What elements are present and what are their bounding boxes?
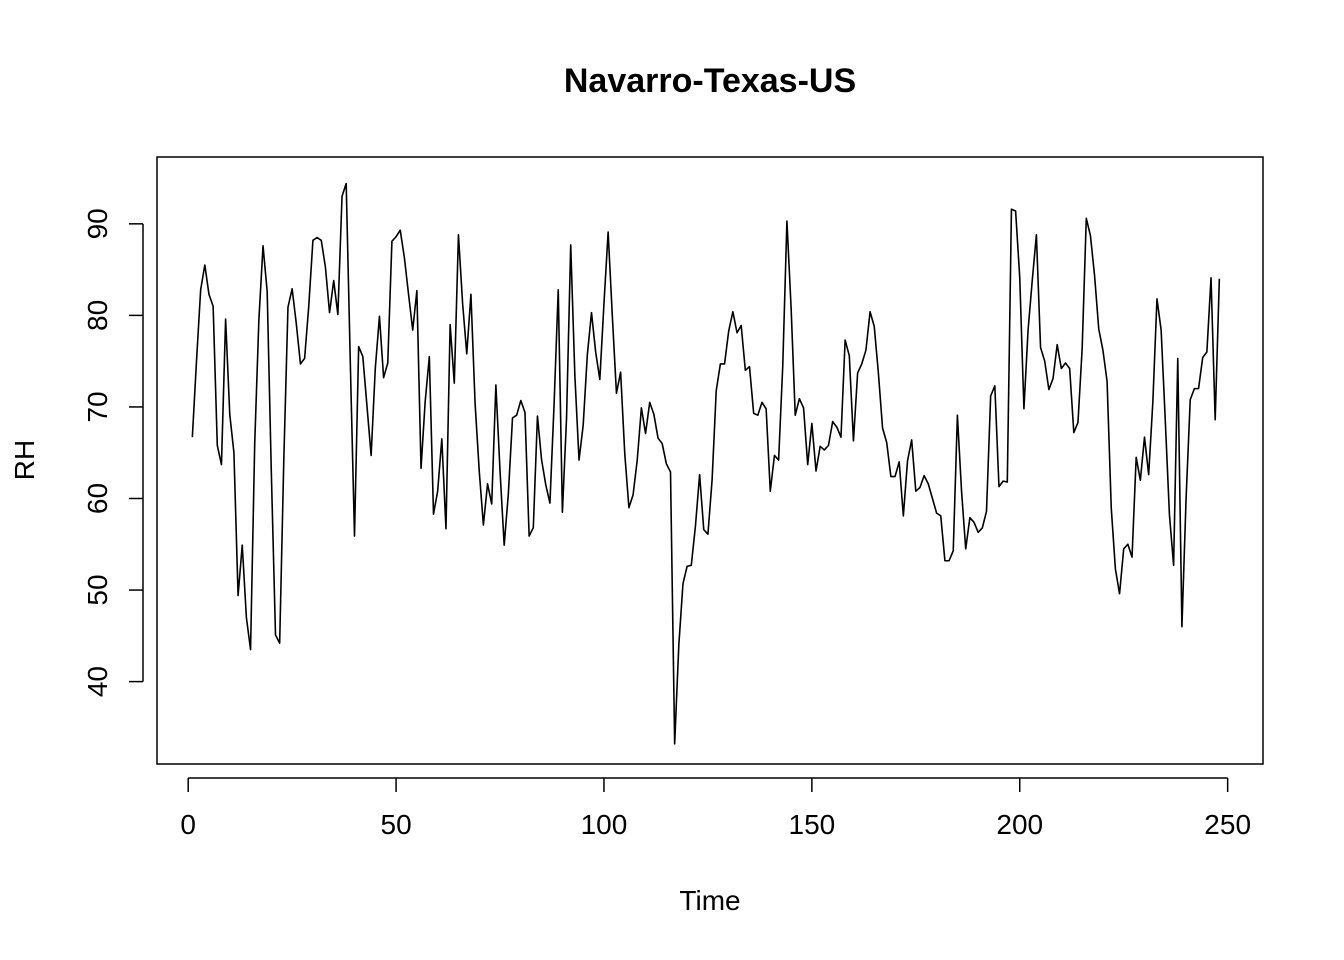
y-tick-label: 60 [82,483,113,514]
rh-series-line [191,182,1221,745]
chart-title: Navarro-Texas-US [564,62,856,100]
y-tick-label: 80 [82,300,113,331]
y-tick-label: 40 [82,666,113,697]
x-tick-label: 0 [180,809,196,840]
y-tick-label: 50 [82,574,113,605]
plot-frame [156,156,1264,765]
x-tick-label: 150 [789,809,836,840]
x-tick-label: 100 [581,809,628,840]
x-tick-label: 50 [381,809,412,840]
y-axis-label: RH [9,440,40,480]
x-tick-label: 200 [996,809,1043,840]
x-axis-label: Time [679,885,740,916]
x-tick-label: 250 [1204,809,1251,840]
y-tick-label: 90 [82,208,113,239]
y-axis: 40 50 60 70 80 90 [82,208,144,697]
x-axis: 0 50 100 150 200 250 [180,777,1251,840]
y-tick-label: 70 [82,391,113,422]
